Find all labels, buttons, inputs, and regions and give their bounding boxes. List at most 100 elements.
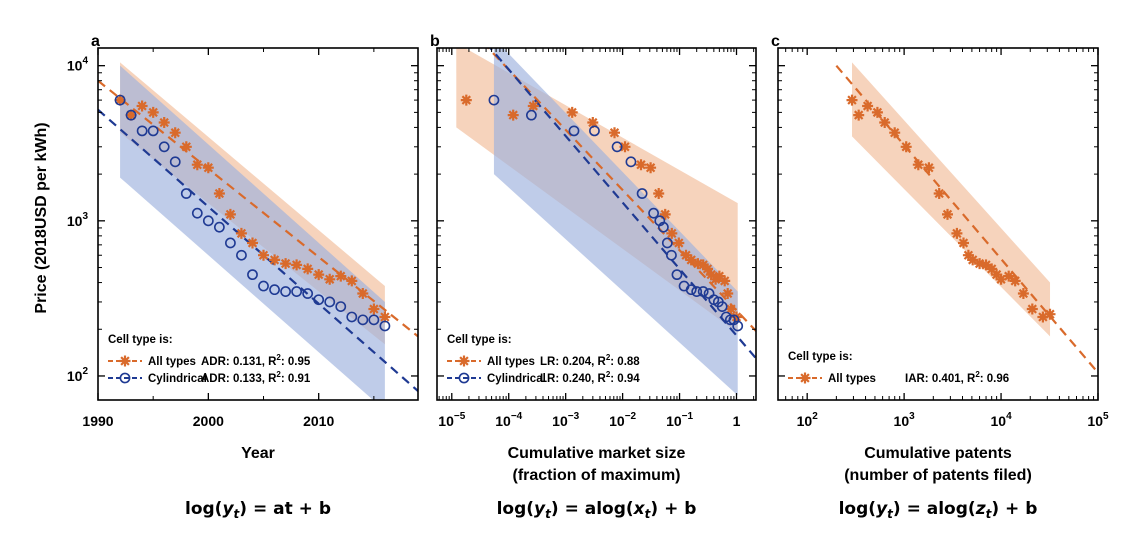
panel-a: 102 103 104 1990 2000 2010 a Year log(yt) = at +… (67, 33, 419, 521)
data-point (191, 159, 203, 171)
data-point (346, 275, 358, 287)
x-tick-label: 10−5 (438, 411, 465, 429)
data-point (568, 125, 580, 137)
fit-line (486, 48, 756, 332)
legend-marker (799, 372, 811, 384)
data-point (269, 254, 281, 266)
data-point (324, 296, 336, 308)
x-tick-label: 1 (733, 413, 741, 429)
data-point (224, 208, 236, 220)
data-point (666, 249, 677, 261)
data-point (488, 94, 500, 106)
x-axis-title: Cumulative market size (508, 445, 686, 462)
data-point (705, 269, 717, 281)
legend-label: Cylindrical (148, 373, 207, 385)
x-tick-label: 103 (894, 411, 916, 429)
data-point (1037, 311, 1049, 323)
formula: log(yt) = alog(xt) + b (497, 499, 697, 521)
legend-marker (458, 372, 470, 384)
legend-label: All types (148, 356, 196, 368)
data-point (324, 273, 336, 285)
x-axis-title: Year (241, 445, 275, 462)
data-point (313, 269, 325, 281)
data-point (871, 106, 883, 118)
legend-marker (119, 355, 131, 367)
panel-letter: b (430, 33, 440, 50)
legend-title: Cell type is: (108, 334, 173, 346)
data-point (923, 162, 935, 174)
data-point (951, 227, 963, 239)
x-tick-label: 2000 (193, 413, 224, 429)
data-point (335, 270, 347, 282)
data-point (1009, 275, 1021, 287)
plot-frame (97, 47, 419, 401)
data-point (635, 159, 647, 171)
data-point (280, 258, 292, 270)
data-point (291, 259, 303, 271)
data-point (158, 141, 170, 153)
data-point (525, 109, 537, 121)
data-point (136, 125, 148, 137)
data-point (731, 311, 742, 323)
data-point (666, 227, 678, 239)
data-point (962, 249, 974, 261)
data-point (713, 270, 725, 282)
data-point (648, 207, 659, 219)
data-point (527, 100, 539, 112)
data-point (291, 286, 303, 297)
data-point (125, 109, 137, 121)
data-point (724, 314, 736, 326)
data-point (900, 141, 912, 153)
data-point (225, 237, 236, 249)
panel-letter: a (91, 33, 100, 50)
data-point (280, 286, 291, 297)
y-tick-label: 104 (67, 56, 89, 74)
data-point (202, 162, 214, 174)
data-point (609, 127, 620, 139)
fit-line (488, 48, 756, 360)
data-point (247, 237, 258, 249)
data-point (692, 258, 704, 270)
data-point (158, 117, 170, 128)
legend-stat: IAR: 0.401, R2: 0.96 (905, 370, 1009, 385)
data-point (1026, 303, 1038, 315)
data-point (213, 221, 225, 233)
data-point (335, 301, 347, 312)
data-point (659, 208, 671, 220)
data-point (368, 314, 380, 326)
legend-title: Cell type is: (447, 334, 512, 346)
data-point (680, 249, 692, 261)
data-point (313, 294, 325, 306)
x-tick-label: 1990 (82, 413, 113, 429)
fit-line (835, 64, 1098, 374)
data-point (933, 188, 945, 199)
data-point (725, 303, 737, 315)
plot-area (98, 62, 418, 400)
data-point (379, 320, 391, 332)
panel-letter: c (771, 33, 780, 50)
data-point (258, 280, 269, 292)
data-point (125, 109, 137, 121)
data-point (302, 288, 314, 299)
x-tick-label: 2010 (303, 413, 334, 429)
data-point (147, 106, 159, 118)
legend-label: All types (487, 356, 535, 368)
data-point (732, 320, 744, 332)
panel-b: 10−5 10−4 10−3 10−2 10−1 1 b Cumulative market … (430, 33, 757, 521)
legend-stat: ADR: 0.133, R2: 0.91 (201, 370, 311, 385)
data-point (587, 117, 599, 128)
confidence-band (493, 48, 738, 396)
data-point (460, 94, 472, 106)
data-point (702, 263, 713, 275)
data-point (147, 125, 159, 137)
data-point (645, 162, 657, 174)
data-point (889, 127, 901, 139)
panel-c: 102 103 104 105 c Cumulative patents (number o… (771, 33, 1109, 521)
data-point (958, 237, 969, 249)
data-point (1044, 308, 1056, 320)
data-point (368, 303, 380, 315)
legend-stat: LR: 0.204, R2: 0.88 (540, 353, 640, 368)
data-point (169, 156, 181, 168)
fit-line (98, 79, 418, 338)
